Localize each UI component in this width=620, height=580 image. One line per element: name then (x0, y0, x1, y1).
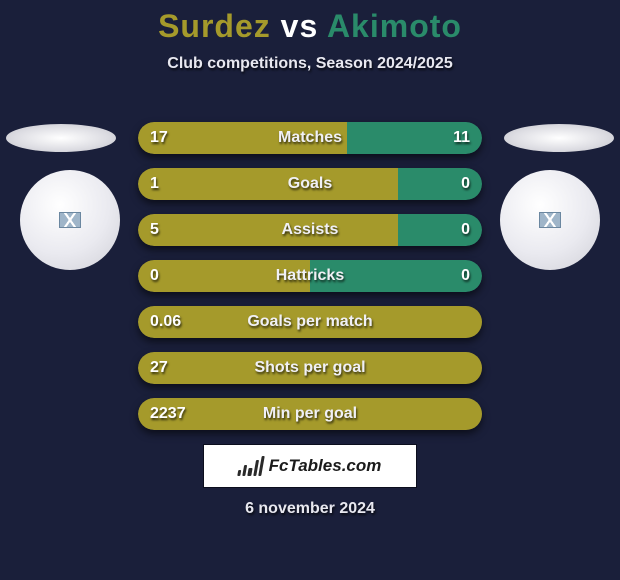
title-player1: Surdez (158, 8, 271, 44)
brand-bar (242, 465, 247, 476)
stat-label: Assists (138, 214, 482, 246)
page-title: Surdez vs Akimoto (0, 0, 620, 45)
stat-value-player1: 1 (150, 168, 159, 200)
stat-value-player1: 5 (150, 214, 159, 246)
stat-label: Min per goal (138, 398, 482, 430)
player2-club-logo (500, 170, 600, 270)
stat-label: Goals (138, 168, 482, 200)
stat-value-player2: 0 (461, 260, 470, 292)
stat-label: Matches (138, 122, 482, 154)
stat-value-player1: 0 (150, 260, 159, 292)
stat-value-player1: 2237 (150, 398, 186, 430)
stats-container: Matches1711Goals10Assists50Hattricks00Go… (138, 122, 482, 444)
stat-value-player1: 27 (150, 352, 168, 384)
stat-value-player2: 0 (461, 214, 470, 246)
footer-date: 6 november 2024 (0, 500, 620, 518)
player1-club-logo (20, 170, 120, 270)
player1-shadow-ellipse (6, 124, 116, 152)
stat-row: Matches17 11 (138, 122, 482, 154)
placeholder-image-icon (539, 212, 561, 228)
brand-bar (258, 456, 265, 476)
stat-label: Shots per goal (138, 352, 482, 384)
title-vs: vs (281, 8, 319, 44)
placeholder-image-icon (59, 212, 81, 228)
brand-bars-icon (237, 456, 265, 476)
brand-text: FcTables.com (269, 456, 382, 476)
stat-row: Goals1 0 (138, 168, 482, 200)
stat-label: Hattricks (138, 260, 482, 292)
stat-value-player2: 11 (453, 122, 470, 154)
brand-bar (247, 468, 252, 476)
stat-row: Goals per match0.06 (138, 306, 482, 338)
stat-value-player1: 17 (150, 122, 168, 154)
stat-value-player1: 0.06 (150, 306, 181, 338)
stat-value-player2: 0 (461, 168, 470, 200)
brand-box: FcTables.com (203, 444, 417, 488)
stat-row: Hattricks0 0 (138, 260, 482, 292)
title-player2: Akimoto (327, 8, 462, 44)
stat-row: Shots per goal27 (138, 352, 482, 384)
stat-label: Goals per match (138, 306, 482, 338)
stat-row: Assists5 0 (138, 214, 482, 246)
brand-bar (237, 470, 241, 476)
stat-row: Min per goal2237 (138, 398, 482, 430)
player2-shadow-ellipse (504, 124, 614, 152)
subtitle: Club competitions, Season 2024/2025 (0, 55, 620, 73)
